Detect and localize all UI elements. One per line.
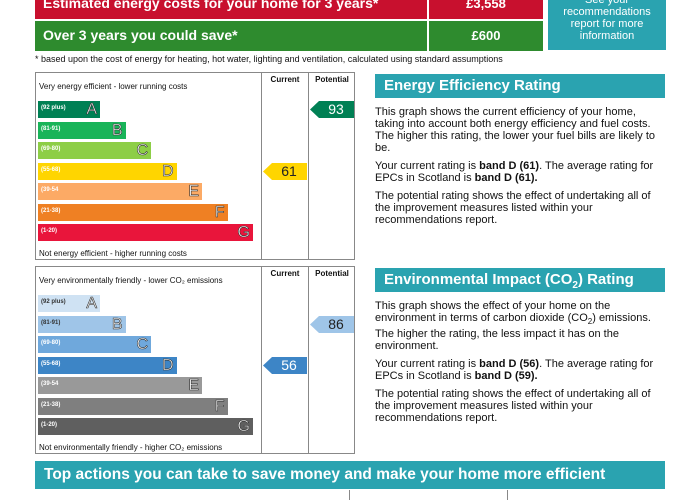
potential-saving-row: Over 3 years you could save* £600	[35, 21, 543, 51]
eir-paragraph-1: This graph shows the effect of your home…	[375, 300, 651, 353]
rating-band-a: (92 plus) A	[38, 101, 100, 118]
rating-band-range: (92 plus)	[41, 299, 66, 305]
potential-saving-label: Over 3 years you could save*	[35, 21, 427, 51]
rating-band-g: (1-20) G	[38, 224, 253, 241]
rating-band-range: (1-20)	[41, 422, 58, 428]
rating-band-range: (39-54	[41, 381, 59, 387]
rating-band-letter: B	[111, 121, 123, 139]
rating-band-b: (81-91) B	[38, 315, 126, 333]
environmental-impact-chart: Current Potential Very environmentally f…	[35, 266, 355, 454]
rating-band-range: (1-20)	[41, 228, 58, 234]
chart-bottom-note: Not environmentally friendly - higher CO…	[39, 443, 223, 452]
rating-band-letter: C	[136, 142, 148, 160]
rating-band-letter: F	[214, 203, 225, 221]
rating-band-letter: E	[188, 377, 199, 395]
rating-band-range: (21-38)	[41, 207, 61, 214]
rating-band-c: (69-80) C	[38, 336, 151, 353]
rating-band-letter: F	[214, 397, 225, 415]
chart-top-note: Very energy efficient - lower running co…	[39, 82, 188, 91]
rating-band-letter: G	[237, 418, 250, 436]
rating-band-d: (55-68) D	[38, 356, 177, 374]
eer-paragraph-1: This graph shows the current efficiency …	[375, 106, 656, 154]
potential-rating-value: 86	[328, 315, 344, 332]
rating-band-range: (81-91)	[41, 319, 61, 326]
eer-paragraph-3: The potential rating shows the effect of…	[375, 190, 651, 226]
current-column-header: Current	[270, 269, 300, 278]
three-year-cost-row: Estimated energy costs for your home for…	[35, 0, 543, 19]
rating-band-e: (39-54 E	[38, 377, 202, 394]
chart-bottom-note: Not energy efficient - higher running co…	[39, 249, 187, 258]
eir-paragraph-2: Your current rating is band D (56). The …	[375, 358, 654, 383]
potential-rating-indicator: 86	[310, 315, 354, 333]
rating-band-c: (69-80) C	[38, 142, 151, 159]
current-rating-value: 56	[281, 356, 297, 373]
recommendations-note: See your recommendations report for more…	[548, 0, 666, 50]
rating-band-range: (69-80)	[41, 340, 61, 346]
cost-footnote: * based upon the cost of energy for heat…	[35, 54, 503, 64]
energy-efficiency-heading: Energy Efficiency Rating	[375, 74, 665, 98]
top-actions-heading: Top actions you can take to save money a…	[35, 461, 665, 489]
rating-band-letter: A	[86, 295, 97, 313]
rating-band-letter: D	[161, 162, 174, 180]
potential-column-header: Potential	[315, 269, 349, 278]
rating-band-range: (81-91)	[41, 125, 61, 132]
rating-band-g: (1-20) G	[38, 418, 253, 435]
environmental-impact-heading: Environmental Impact (CO2) Rating	[375, 268, 665, 292]
rating-band-letter: A	[86, 101, 97, 119]
chart-top-note: Very environmentally friendly - lower CO…	[39, 276, 223, 285]
rating-band-letter: C	[136, 336, 148, 354]
rating-band-letter: B	[111, 315, 123, 333]
environmental-impact-description: This graph shows the effect of your home…	[375, 300, 665, 430]
rating-band-range: (55-68)	[41, 360, 61, 367]
rating-band-f: (21-38) F	[38, 397, 228, 415]
rating-band-d: (55-68) D	[38, 162, 177, 180]
energy-efficiency-chart: Current Potential Very energy efficient …	[35, 72, 355, 260]
three-year-cost-label: Estimated energy costs for your home for…	[35, 0, 427, 19]
rating-band-f: (21-38) F	[38, 203, 228, 221]
potential-rating-value: 93	[328, 101, 344, 117]
rating-band-range: (92 plus)	[41, 105, 66, 111]
rating-band-letter: E	[188, 183, 199, 201]
rating-band-e: (39-54 E	[38, 183, 202, 200]
three-year-cost-value: £3,558	[429, 0, 543, 19]
potential-rating-indicator: 93	[310, 101, 354, 118]
rating-band-range: (21-38)	[41, 401, 61, 408]
eer-paragraph-2: Your current rating is band D (61). The …	[375, 160, 654, 184]
potential-saving-value: £600	[429, 21, 543, 51]
energy-efficiency-description: This graph shows the current efficiency …	[375, 106, 665, 232]
rating-band-a: (92 plus) A	[38, 295, 100, 312]
potential-column-header: Potential	[315, 75, 349, 84]
current-rating-indicator: 56	[263, 356, 307, 374]
rating-band-range: (55-68)	[41, 166, 61, 173]
rating-band-letter: D	[161, 356, 174, 374]
rating-band-b: (81-91) B	[38, 121, 126, 139]
rating-band-range: (69-80)	[41, 146, 61, 152]
current-rating-indicator: 61	[263, 162, 307, 180]
eir-paragraph-3: The potential rating shows the effect of…	[375, 388, 651, 425]
rating-band-range: (39-54	[41, 187, 59, 193]
current-column-header: Current	[270, 75, 300, 84]
current-rating-value: 61	[281, 162, 297, 179]
rating-band-letter: G	[237, 224, 250, 242]
